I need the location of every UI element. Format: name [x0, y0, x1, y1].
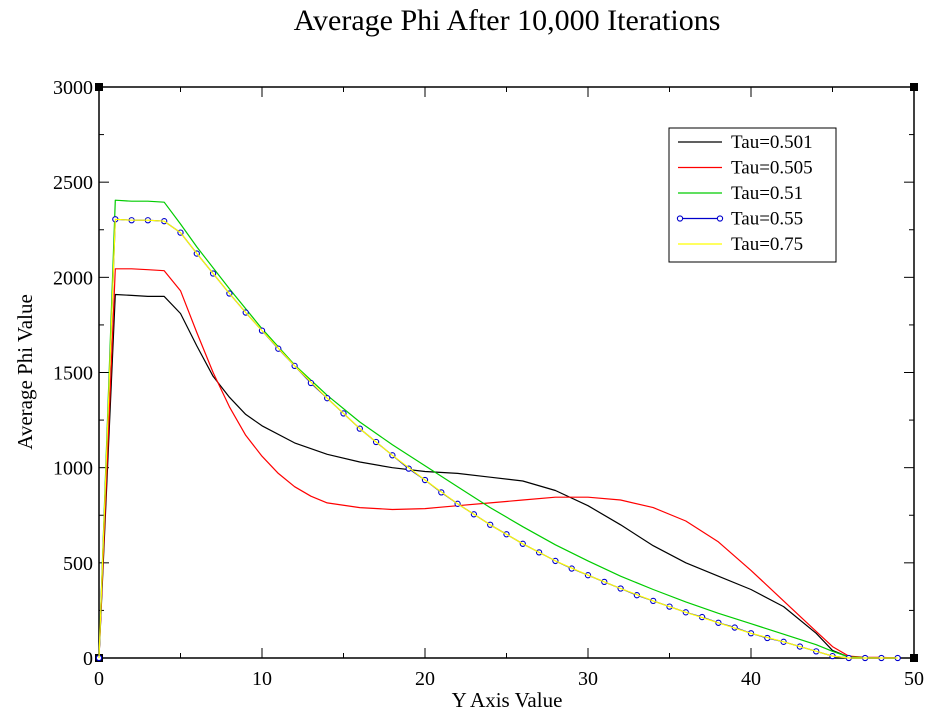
- y-tick-label: 3000: [53, 77, 93, 99]
- legend-label: Tau=0.75: [731, 234, 803, 255]
- series-tau-0-501: [98, 293, 898, 659]
- legend-entry: Tau=0.55: [676, 209, 803, 230]
- x-tick-label: 30: [578, 668, 598, 690]
- legend-marker: [716, 215, 724, 222]
- series-line: [98, 268, 898, 659]
- data-point: [307, 379, 315, 387]
- legend-label: Tau=0.55: [731, 209, 803, 230]
- series-line: [98, 293, 898, 659]
- y-tick-label: 500: [63, 553, 93, 575]
- x-tick-label: 0: [94, 668, 104, 690]
- series-group: [95, 199, 901, 662]
- series-tau-0-505: [98, 268, 898, 659]
- legend-entry: Tau=0.501: [678, 132, 813, 153]
- x-tick-label: 50: [904, 668, 924, 690]
- x-tick-label: 10: [252, 668, 272, 690]
- series-tau-0-51: [98, 199, 898, 659]
- legend-entry: Tau=0.75: [678, 234, 803, 255]
- corner-marker: [95, 83, 103, 91]
- chart-title: Average Phi After 10,000 Iterations: [294, 4, 721, 37]
- y-tick-label: 2000: [53, 267, 93, 289]
- legend-box: [668, 127, 837, 263]
- legend-entry: Tau=0.51: [678, 183, 803, 204]
- legend-label: Tau=0.505: [731, 158, 813, 179]
- y-tick-label: 1500: [53, 363, 93, 385]
- y-axis-label: Average Phi Value: [13, 294, 37, 450]
- y-tick-label: 0: [83, 648, 93, 670]
- legend-entry: Tau=0.505: [678, 158, 813, 179]
- x-tick-label: 40: [741, 668, 761, 690]
- legend-label: Tau=0.51: [731, 183, 803, 204]
- legend-label: Tau=0.501: [731, 132, 813, 153]
- legend-marker: [676, 215, 684, 222]
- legend: Tau=0.501 Tau=0.505 Tau=0.51 Tau=0.55 Tau=0.…: [668, 127, 837, 263]
- corner-marker: [910, 83, 918, 91]
- series-line: [98, 218, 898, 659]
- series-tau-0-55: [95, 216, 901, 662]
- y-tick-label: 1000: [53, 458, 93, 480]
- x-tick-label: 20: [415, 668, 435, 690]
- corner-marker: [910, 654, 918, 662]
- series-line: [98, 199, 898, 659]
- series-line: [98, 218, 898, 659]
- series-tau-0-75: [98, 218, 898, 659]
- y-tick-label: 2500: [53, 172, 93, 194]
- x-axis-label: Y Axis Value: [452, 688, 563, 712]
